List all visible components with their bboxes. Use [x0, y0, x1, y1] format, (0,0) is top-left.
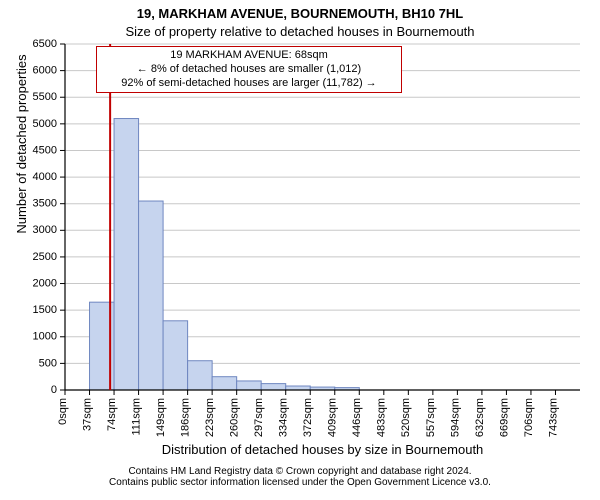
svg-text:446sqm: 446sqm: [351, 398, 363, 437]
svg-text:3500: 3500: [33, 198, 57, 210]
svg-text:4500: 4500: [33, 144, 57, 156]
svg-text:149sqm: 149sqm: [155, 398, 167, 437]
svg-text:1500: 1500: [33, 304, 57, 316]
svg-text:111sqm: 111sqm: [130, 398, 142, 436]
svg-text:372sqm: 372sqm: [302, 398, 314, 437]
svg-text:223sqm: 223sqm: [204, 398, 216, 437]
attribution-text: Contains HM Land Registry data © Crown c…: [0, 466, 600, 488]
infobox-line-2: ← 8% of detached houses are smaller (1,0…: [103, 63, 395, 77]
svg-text:3000: 3000: [33, 224, 57, 236]
svg-text:0: 0: [51, 384, 57, 396]
histogram-bar: [261, 384, 286, 390]
svg-text:483sqm: 483sqm: [376, 398, 388, 437]
histogram-bar: [188, 361, 213, 390]
histogram-bar: [139, 201, 164, 390]
svg-text:0sqm: 0sqm: [57, 398, 69, 425]
svg-text:743sqm: 743sqm: [547, 398, 559, 437]
svg-text:2500: 2500: [33, 251, 57, 263]
svg-text:186sqm: 186sqm: [180, 398, 192, 437]
svg-text:260sqm: 260sqm: [229, 398, 241, 437]
chart-title-subtitle: Size of property relative to detached ho…: [0, 24, 600, 39]
histogram-bar: [237, 381, 262, 390]
x-axis-label: Distribution of detached houses by size …: [65, 442, 580, 457]
svg-text:409sqm: 409sqm: [327, 398, 339, 437]
histogram-bar: [212, 377, 237, 390]
marker-infobox: 19 MARKHAM AVENUE: 68sqm ← 8% of detache…: [96, 46, 402, 93]
svg-text:2000: 2000: [33, 277, 57, 289]
infobox-line-1: 19 MARKHAM AVENUE: 68sqm: [103, 49, 395, 63]
svg-text:5500: 5500: [33, 91, 57, 103]
svg-text:6500: 6500: [33, 38, 57, 50]
histogram-bar: [163, 321, 188, 390]
svg-text:632sqm: 632sqm: [474, 398, 486, 437]
svg-text:74sqm: 74sqm: [106, 398, 118, 431]
chart-title-address: 19, MARKHAM AVENUE, BOURNEMOUTH, BH10 7H…: [0, 6, 600, 21]
svg-text:334sqm: 334sqm: [278, 398, 290, 437]
svg-text:5000: 5000: [33, 118, 57, 130]
svg-text:557sqm: 557sqm: [425, 398, 437, 437]
svg-text:1000: 1000: [33, 331, 57, 343]
svg-text:500: 500: [39, 357, 57, 369]
svg-text:520sqm: 520sqm: [400, 398, 412, 437]
y-axis-label: Number of detached properties: [14, 0, 29, 317]
property-size-chart: 19, MARKHAM AVENUE, BOURNEMOUTH, BH10 7H…: [0, 0, 600, 500]
svg-text:6000: 6000: [33, 65, 57, 77]
svg-text:297sqm: 297sqm: [253, 398, 265, 437]
svg-text:706sqm: 706sqm: [523, 398, 535, 437]
svg-text:594sqm: 594sqm: [449, 398, 461, 437]
svg-text:669sqm: 669sqm: [498, 398, 510, 437]
histogram-bar: [114, 119, 139, 390]
infobox-line-3: 92% of semi-detached houses are larger (…: [103, 77, 395, 91]
svg-text:4000: 4000: [33, 171, 57, 183]
svg-text:37sqm: 37sqm: [81, 398, 93, 431]
